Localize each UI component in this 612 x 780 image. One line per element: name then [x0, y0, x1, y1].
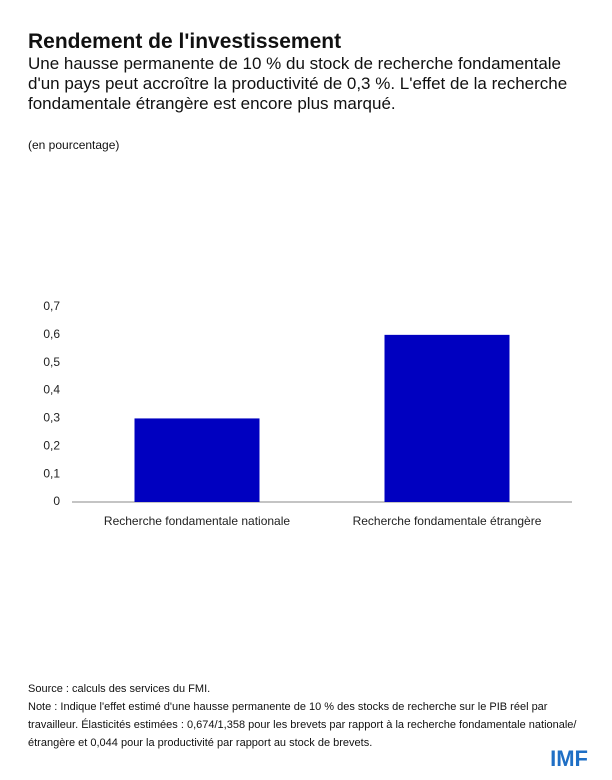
y-tick-label: 0	[53, 494, 60, 508]
y-tick-label: 0,3	[43, 411, 60, 425]
bar	[134, 418, 260, 502]
source: Source : calculs des services du FMI.	[28, 683, 211, 695]
y-tick-label: 0,7	[43, 299, 60, 313]
logo: IMF	[550, 746, 588, 771]
chart-subtitle: Une hausse permanente de 10 % du stock d…	[28, 54, 568, 113]
y-tick-label: 0,2	[43, 438, 60, 452]
y-tick-label: 0,5	[43, 355, 60, 369]
x-tick-label: Recherche fondamentale étrangère	[353, 514, 542, 528]
unit-note: (en pourcentage)	[28, 138, 120, 152]
chart-title: Rendement de l'investissement	[28, 30, 342, 53]
note: Note : Indique l'effet estimé d'une haus…	[28, 701, 577, 749]
bar	[384, 334, 510, 502]
y-tick-label: 0,4	[43, 383, 60, 397]
y-tick-label: 0,6	[43, 327, 60, 341]
y-tick-label: 0,1	[43, 466, 60, 480]
x-tick-label: Recherche fondamentale nationale	[104, 514, 290, 528]
